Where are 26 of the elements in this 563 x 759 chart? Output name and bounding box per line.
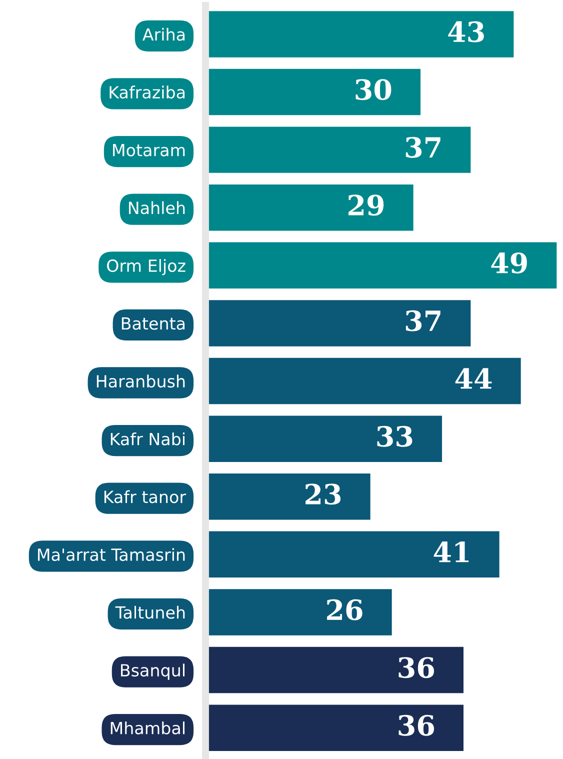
- y-tick-label: Nahleh: [128, 201, 185, 214]
- y-tick-label: Taltuneh: [115, 606, 185, 619]
- data-label: 37: [406, 310, 440, 332]
- y-tick-label: Ariha: [142, 28, 185, 41]
- data-label: 36: [398, 714, 434, 736]
- y-tick-label: Batenta: [122, 317, 185, 330]
- y-tick-label: Orm Eljoz: [107, 259, 186, 276]
- data-label: 30: [356, 79, 392, 100]
- y-tick-label: Mhambal: [110, 721, 184, 734]
- data-label: 44: [455, 368, 492, 389]
- data-label: 26: [327, 599, 362, 620]
- data-label: 41: [434, 541, 469, 562]
- data-label: 33: [377, 426, 412, 447]
- y-tick-label: Bsanqul: [121, 664, 184, 680]
- y-tick-label: Kafr tanor: [104, 490, 186, 504]
- data-label: 49: [491, 252, 527, 274]
- data-label: 29: [348, 194, 384, 216]
- data-label: 23: [306, 484, 341, 505]
- data-label: 43: [448, 21, 484, 42]
- y-tick-label: Haranbush: [96, 374, 185, 388]
- data-label: 37: [406, 136, 440, 158]
- y-tick-label: Kafraziba: [110, 86, 185, 99]
- data-label: 36: [398, 657, 434, 678]
- y-tick-label: Kafr Nabi: [110, 432, 184, 446]
- y-tick-label: Ma'arrat Tamasrin: [38, 548, 185, 561]
- y-tick-label: Motaram: [113, 144, 185, 156]
